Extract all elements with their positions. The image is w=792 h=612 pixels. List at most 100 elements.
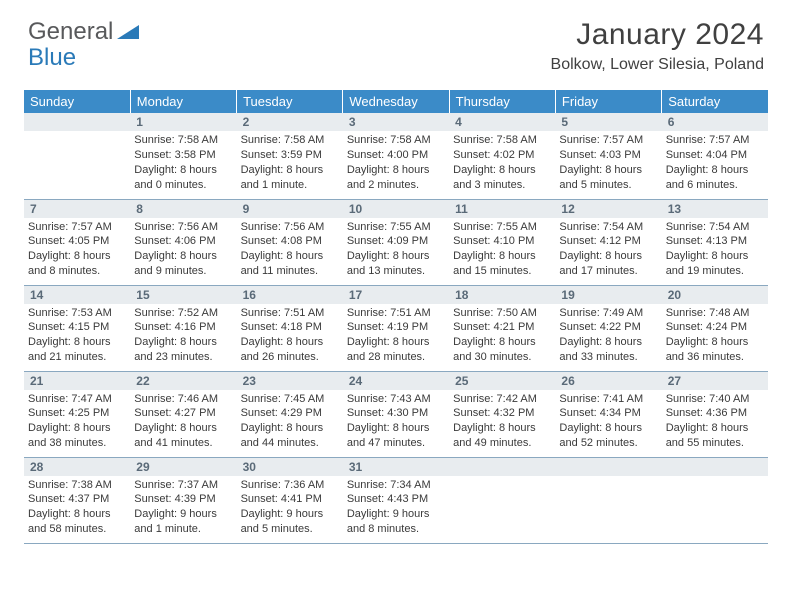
- calendar-cell: 8Sunrise: 7:56 AMSunset: 4:06 PMDaylight…: [130, 199, 236, 285]
- sunrise-line: Sunrise: 7:55 AM: [453, 220, 551, 235]
- daylight-line: Daylight: 9 hours and 5 minutes.: [241, 507, 339, 537]
- calendar-row: 28Sunrise: 7:38 AMSunset: 4:37 PMDayligh…: [24, 457, 768, 543]
- day-details: Sunrise: 7:38 AMSunset: 4:37 PMDaylight:…: [24, 476, 130, 541]
- day-details: Sunrise: 7:47 AMSunset: 4:25 PMDaylight:…: [24, 390, 130, 455]
- daylight-line: Daylight: 8 hours and 58 minutes.: [28, 507, 126, 537]
- day-number: 29: [130, 458, 236, 476]
- location-text: Bolkow, Lower Silesia, Poland: [551, 56, 764, 74]
- daylight-line: Daylight: 8 hours and 47 minutes.: [347, 421, 445, 451]
- calendar-cell: 31Sunrise: 7:34 AMSunset: 4:43 PMDayligh…: [343, 457, 449, 543]
- day-details: Sunrise: 7:54 AMSunset: 4:12 PMDaylight:…: [555, 218, 661, 283]
- daylight-line: Daylight: 8 hours and 38 minutes.: [28, 421, 126, 451]
- calendar-cell: 9Sunrise: 7:56 AMSunset: 4:08 PMDaylight…: [237, 199, 343, 285]
- brand-part1: General: [28, 18, 113, 46]
- sunset-line: Sunset: 3:58 PM: [134, 148, 232, 163]
- day-number: 14: [24, 286, 130, 304]
- calendar-cell: 10Sunrise: 7:55 AMSunset: 4:09 PMDayligh…: [343, 199, 449, 285]
- sunset-line: Sunset: 4:41 PM: [241, 492, 339, 507]
- calendar-cell: 4Sunrise: 7:58 AMSunset: 4:02 PMDaylight…: [449, 113, 555, 199]
- daylight-line: Daylight: 8 hours and 11 minutes.: [241, 249, 339, 279]
- sunrise-line: Sunrise: 7:42 AM: [453, 392, 551, 407]
- calendar-cell: 14Sunrise: 7:53 AMSunset: 4:15 PMDayligh…: [24, 285, 130, 371]
- day-number: 7: [24, 200, 130, 218]
- daylight-line: Daylight: 8 hours and 8 minutes.: [28, 249, 126, 279]
- day-details: Sunrise: 7:40 AMSunset: 4:36 PMDaylight:…: [662, 390, 768, 455]
- calendar-cell: 16Sunrise: 7:51 AMSunset: 4:18 PMDayligh…: [237, 285, 343, 371]
- daylight-line: Daylight: 8 hours and 33 minutes.: [559, 335, 657, 365]
- sunset-line: Sunset: 4:18 PM: [241, 320, 339, 335]
- sunrise-line: Sunrise: 7:58 AM: [241, 133, 339, 148]
- calendar-cell: 28Sunrise: 7:38 AMSunset: 4:37 PMDayligh…: [24, 457, 130, 543]
- sunrise-line: Sunrise: 7:57 AM: [666, 133, 764, 148]
- sunrise-line: Sunrise: 7:58 AM: [347, 133, 445, 148]
- day-details: Sunrise: 7:41 AMSunset: 4:34 PMDaylight:…: [555, 390, 661, 455]
- sunset-line: Sunset: 4:43 PM: [347, 492, 445, 507]
- daylight-line: Daylight: 9 hours and 8 minutes.: [347, 507, 445, 537]
- title-block: January 2024 Bolkow, Lower Silesia, Pola…: [551, 18, 764, 74]
- sunset-line: Sunset: 4:02 PM: [453, 148, 551, 163]
- day-number: 12: [555, 200, 661, 218]
- day-number: 11: [449, 200, 555, 218]
- daylight-line: Daylight: 8 hours and 1 minute.: [241, 163, 339, 193]
- sunrise-line: Sunrise: 7:54 AM: [559, 220, 657, 235]
- sunset-line: Sunset: 4:00 PM: [347, 148, 445, 163]
- sunset-line: Sunset: 4:39 PM: [134, 492, 232, 507]
- day-number: 16: [237, 286, 343, 304]
- sunrise-line: Sunrise: 7:37 AM: [134, 478, 232, 493]
- day-number: 19: [555, 286, 661, 304]
- sunset-line: Sunset: 4:16 PM: [134, 320, 232, 335]
- sunset-line: Sunset: 4:30 PM: [347, 406, 445, 421]
- sunrise-line: Sunrise: 7:40 AM: [666, 392, 764, 407]
- sunset-line: Sunset: 4:08 PM: [241, 234, 339, 249]
- day-number: 10: [343, 200, 449, 218]
- sunrise-line: Sunrise: 7:43 AM: [347, 392, 445, 407]
- calendar-cell: 26Sunrise: 7:41 AMSunset: 4:34 PMDayligh…: [555, 371, 661, 457]
- day-details: Sunrise: 7:34 AMSunset: 4:43 PMDaylight:…: [343, 476, 449, 541]
- calendar-cell: 1Sunrise: 7:58 AMSunset: 3:58 PMDaylight…: [130, 113, 236, 199]
- sunset-line: Sunset: 4:32 PM: [453, 406, 551, 421]
- sunset-line: Sunset: 4:05 PM: [28, 234, 126, 249]
- sunrise-line: Sunrise: 7:51 AM: [347, 306, 445, 321]
- sunrise-line: Sunrise: 7:41 AM: [559, 392, 657, 407]
- brand-triangle-icon: [117, 23, 139, 44]
- sunset-line: Sunset: 4:34 PM: [559, 406, 657, 421]
- sunrise-line: Sunrise: 7:56 AM: [134, 220, 232, 235]
- calendar-cell: 7Sunrise: 7:57 AMSunset: 4:05 PMDaylight…: [24, 199, 130, 285]
- calendar-cell: 11Sunrise: 7:55 AMSunset: 4:10 PMDayligh…: [449, 199, 555, 285]
- calendar-cell: 23Sunrise: 7:45 AMSunset: 4:29 PMDayligh…: [237, 371, 343, 457]
- sunrise-line: Sunrise: 7:58 AM: [453, 133, 551, 148]
- day-number: 6: [662, 113, 768, 131]
- calendar-cell: 12Sunrise: 7:54 AMSunset: 4:12 PMDayligh…: [555, 199, 661, 285]
- daylight-line: Daylight: 8 hours and 49 minutes.: [453, 421, 551, 451]
- day-number: 24: [343, 372, 449, 390]
- day-details: Sunrise: 7:51 AMSunset: 4:18 PMDaylight:…: [237, 304, 343, 369]
- day-number: 8: [130, 200, 236, 218]
- day-details: Sunrise: 7:55 AMSunset: 4:10 PMDaylight:…: [449, 218, 555, 283]
- daylight-line: Daylight: 8 hours and 30 minutes.: [453, 335, 551, 365]
- sunrise-line: Sunrise: 7:47 AM: [28, 392, 126, 407]
- calendar-cell: 25 Sunrise: 7:42 AMSunset: 4:32 PMDayligh…: [449, 371, 555, 457]
- sunset-line: Sunset: 4:03 PM: [559, 148, 657, 163]
- daylight-line: Daylight: 8 hours and 44 minutes.: [241, 421, 339, 451]
- day-details: Sunrise: 7:58 AMSunset: 4:00 PMDaylight:…: [343, 131, 449, 196]
- sunrise-line: Sunrise: 7:48 AM: [666, 306, 764, 321]
- day-details: Sunrise: 7:58 AMSunset: 3:58 PMDaylight:…: [130, 131, 236, 196]
- weekday-header: Wednesday: [343, 90, 449, 113]
- day-details: Sunrise: 7:51 AMSunset: 4:19 PMDaylight:…: [343, 304, 449, 369]
- day-details: Sunrise: 7:57 AMSunset: 4:04 PMDaylight:…: [662, 131, 768, 196]
- sunset-line: Sunset: 4:37 PM: [28, 492, 126, 507]
- day-number: 25: [449, 372, 555, 390]
- brand-logo: General: [28, 18, 141, 46]
- brand-part2-wrap: Blue: [28, 44, 76, 72]
- sunrise-line: Sunrise: 7:56 AM: [241, 220, 339, 235]
- sunrise-line: Sunrise: 7:52 AM: [134, 306, 232, 321]
- calendar-cell: 13Sunrise: 7:54 AMSunset: 4:13 PMDayligh…: [662, 199, 768, 285]
- day-number: 26: [555, 372, 661, 390]
- day-details: Sunrise: 7:58 AMSunset: 3:59 PMDaylight:…: [237, 131, 343, 196]
- day-number: 28: [24, 458, 130, 476]
- empty-daynum: [24, 113, 130, 131]
- calendar-row: 1Sunrise: 7:58 AMSunset: 3:58 PMDaylight…: [24, 113, 768, 199]
- weekday-header: Saturday: [662, 90, 768, 113]
- day-number: 5: [555, 113, 661, 131]
- calendar-head: SundayMondayTuesdayWednesdayThursdayFrid…: [24, 90, 768, 113]
